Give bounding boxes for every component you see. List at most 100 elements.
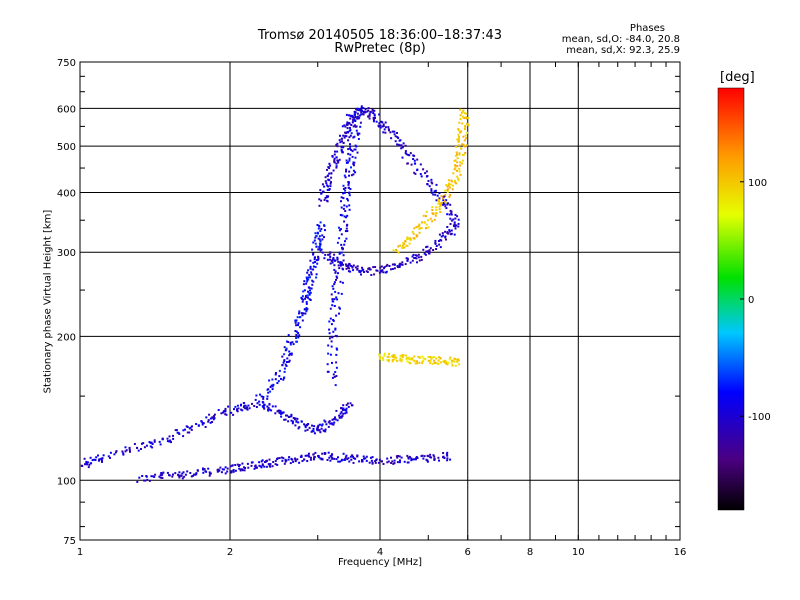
data-point <box>413 355 416 358</box>
data-point <box>345 404 348 406</box>
data-point <box>305 307 308 309</box>
data-point <box>305 308 308 311</box>
data-point <box>341 140 343 143</box>
data-point <box>414 172 417 175</box>
data-point <box>361 110 363 112</box>
data-point <box>408 154 411 157</box>
data-point <box>421 454 424 457</box>
data-point <box>121 450 124 453</box>
data-point <box>304 297 307 300</box>
data-point <box>450 210 453 213</box>
data-point <box>254 465 257 468</box>
data-point <box>427 355 430 358</box>
data-point <box>144 479 147 482</box>
y-axis-label: Stationary phase Virtual Height [km] <box>42 209 54 394</box>
data-point <box>283 462 286 465</box>
data-point <box>288 359 291 362</box>
data-point <box>369 110 372 113</box>
data-point <box>457 128 460 131</box>
data-point <box>128 447 131 450</box>
data-point <box>109 451 112 454</box>
data-point <box>172 434 174 437</box>
data-point <box>305 301 308 303</box>
data-point <box>355 129 358 132</box>
data-point <box>124 446 127 449</box>
data-point <box>445 207 448 210</box>
data-point <box>197 424 200 427</box>
data-point <box>337 260 340 263</box>
data-point <box>312 280 315 283</box>
data-point <box>295 420 298 423</box>
data-point <box>448 230 451 233</box>
data-point <box>333 281 336 284</box>
data-point <box>326 196 329 199</box>
data-point <box>385 265 388 267</box>
data-point <box>331 155 334 158</box>
data-point <box>450 361 453 364</box>
data-point <box>419 227 422 229</box>
data-point <box>276 458 279 460</box>
data-point <box>370 274 373 276</box>
data-point <box>330 176 333 179</box>
data-point <box>347 457 350 460</box>
data-point <box>438 197 441 200</box>
data-point <box>342 141 345 144</box>
data-point <box>328 188 331 190</box>
data-point <box>435 245 438 247</box>
data-point <box>331 300 334 303</box>
data-point <box>404 150 407 153</box>
data-point <box>434 214 437 217</box>
data-point <box>432 356 435 359</box>
data-point <box>335 296 338 299</box>
data-point <box>429 359 432 362</box>
data-point <box>412 253 415 256</box>
data-point <box>342 263 344 266</box>
data-point <box>207 420 210 423</box>
data-point <box>382 125 385 127</box>
data-point <box>456 157 459 160</box>
data-point <box>339 307 341 310</box>
data-point <box>136 446 138 449</box>
data-point <box>97 454 99 457</box>
data-point <box>388 129 390 132</box>
data-point <box>243 407 246 410</box>
data-point <box>425 170 428 173</box>
data-point <box>319 189 322 192</box>
data-point <box>280 412 283 415</box>
data-point <box>202 468 204 471</box>
data-point <box>303 289 306 292</box>
data-point <box>416 261 418 264</box>
data-point <box>321 234 324 237</box>
data-point <box>255 466 258 469</box>
data-point <box>321 183 324 186</box>
data-point <box>151 443 154 445</box>
data-point <box>405 358 408 360</box>
data-point <box>410 358 413 361</box>
x-tick-label: 4 <box>377 547 383 558</box>
data-point <box>333 153 336 156</box>
data-point <box>320 458 323 461</box>
data-point <box>87 466 90 469</box>
data-point <box>329 251 332 254</box>
data-point <box>380 460 383 463</box>
data-point <box>329 255 332 258</box>
data-point <box>304 308 306 311</box>
data-point <box>166 471 169 474</box>
data-point <box>441 197 444 200</box>
data-point <box>335 166 338 169</box>
data-point <box>297 324 299 327</box>
data-point <box>335 375 338 377</box>
data-point <box>295 330 298 333</box>
data-point <box>166 437 169 440</box>
data-point <box>408 361 411 364</box>
data-point <box>379 356 382 359</box>
data-point <box>270 409 273 412</box>
data-point <box>429 217 432 220</box>
data-point <box>345 205 348 208</box>
data-point <box>308 292 311 295</box>
data-point <box>269 463 272 466</box>
data-point <box>281 459 284 462</box>
data-point <box>168 435 171 438</box>
data-point <box>259 393 261 396</box>
data-point <box>382 463 385 465</box>
